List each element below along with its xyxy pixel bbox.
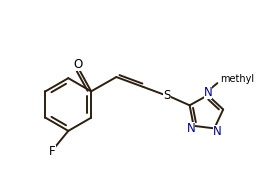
Text: N: N [186,122,195,135]
Text: O: O [74,58,83,71]
Text: F: F [49,145,56,158]
Text: N: N [213,125,222,138]
Text: S: S [163,89,171,102]
Text: methyl: methyl [220,74,254,84]
Text: N: N [204,86,212,99]
